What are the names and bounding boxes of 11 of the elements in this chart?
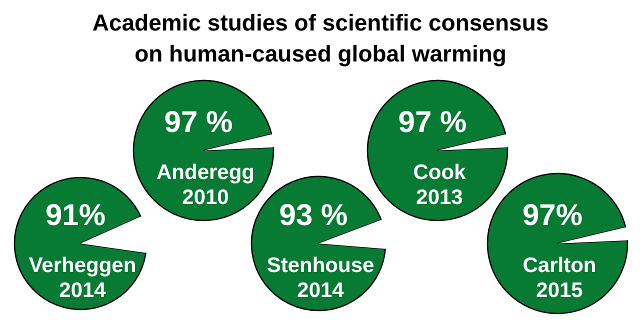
- text: Academic studies of scientific consensus on human-caused global warming: [92, 10, 549, 66]
- text: Stenhouse 2014: [266, 254, 374, 302]
- data-label: 97 %: [398, 106, 467, 139]
- data-label: 93 %: [279, 199, 348, 232]
- data-label: 97 %: [164, 106, 233, 139]
- data-label: 97%: [522, 199, 583, 232]
- text: Verheggen 2014: [28, 254, 136, 302]
- text: Carlton 2015: [522, 254, 596, 302]
- data-label: 91%: [45, 199, 106, 232]
- text: Cook 2013: [413, 161, 466, 209]
- text: Anderegg 2010: [156, 161, 255, 209]
